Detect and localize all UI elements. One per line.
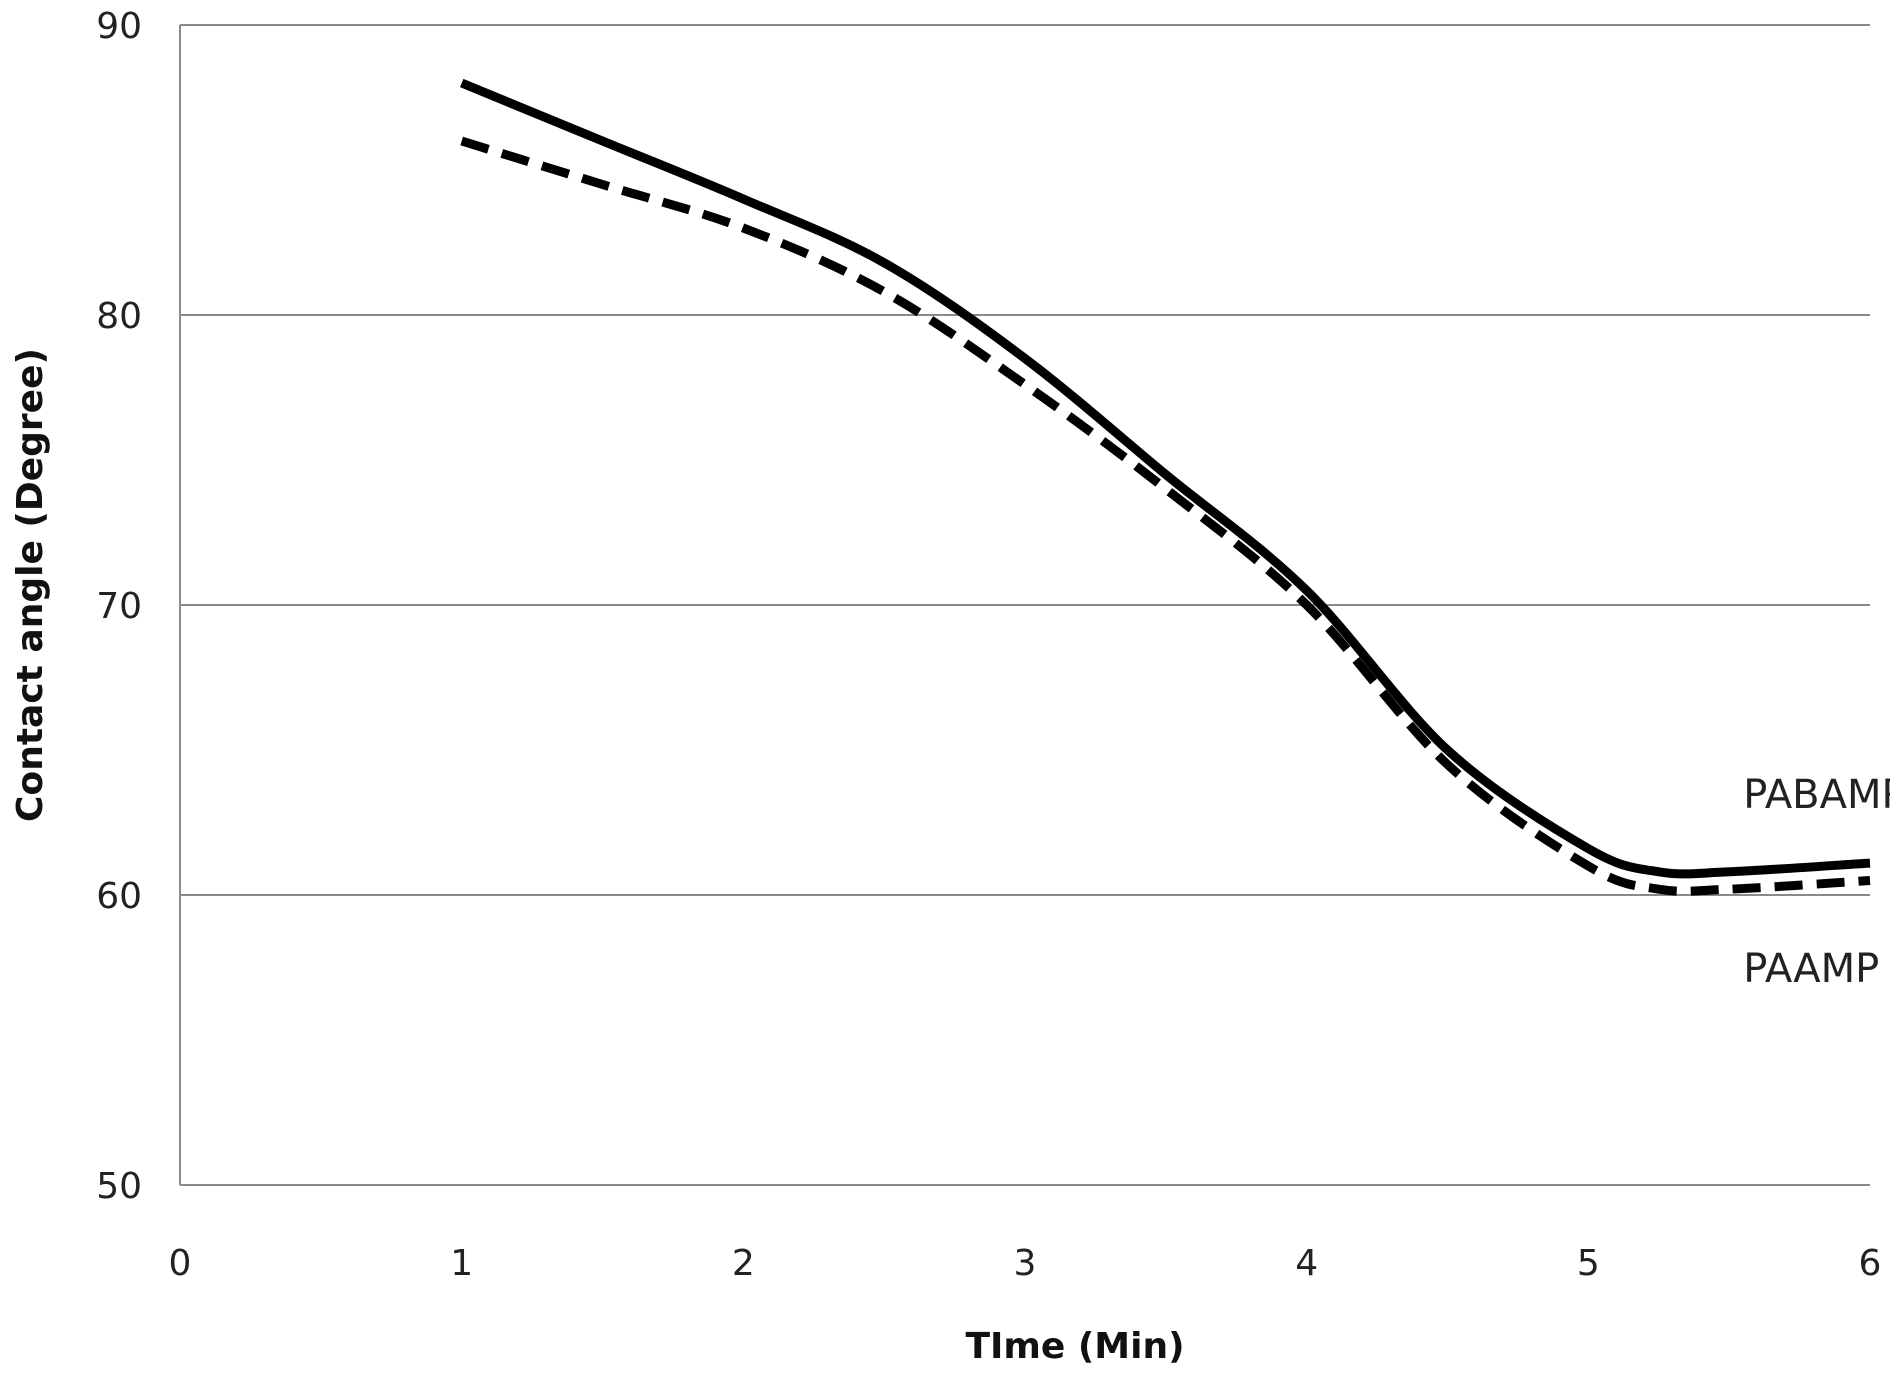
x-axis-title: TIme (Min) (965, 1326, 1184, 1367)
x-tick-label: 3 (1014, 1243, 1037, 1284)
y-tick-label: 60 (96, 876, 142, 917)
series-annotations: PABAMP PAAMP (1743, 772, 1890, 992)
y-tick-label: 80 (96, 296, 142, 337)
x-tick-label: 2 (732, 1243, 755, 1284)
x-tick-label: 0 (169, 1243, 192, 1284)
series-line-pabamp (459, 78, 1871, 879)
y-tick-label: 90 (96, 6, 142, 47)
x-tick-labels: 0 1 2 3 4 5 6 (169, 1243, 1882, 1284)
y-axis-title: Contact angle (Degree) (10, 348, 51, 822)
x-tick-label: 5 (1577, 1243, 1600, 1284)
series-label-paamp: PAAMP (1743, 946, 1879, 992)
x-tick-label: 6 (1859, 1243, 1882, 1284)
y-tick-labels: 50 60 70 80 90 (96, 6, 142, 1207)
series-lines (459, 78, 1871, 896)
series-line-paamp (460, 136, 1871, 896)
x-tick-label: 4 (1295, 1243, 1318, 1284)
y-tick-label: 50 (96, 1166, 142, 1207)
gridlines (180, 24, 1870, 1186)
x-tick-label: 1 (450, 1243, 473, 1284)
series-label-pabamp: PABAMP (1743, 772, 1890, 818)
y-tick-label: 70 (96, 586, 142, 627)
